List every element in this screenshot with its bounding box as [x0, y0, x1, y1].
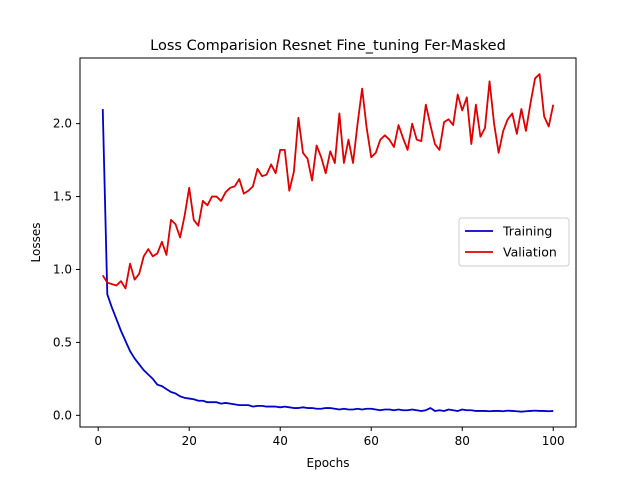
x-tick-label: 0 [94, 434, 102, 448]
legend-box [458, 217, 570, 267]
legend-label-valiation: Valiation [503, 245, 557, 260]
y-tick-label: 2.0 [53, 117, 72, 131]
x-tick-label: 60 [364, 434, 379, 448]
y-tick-label: 1.5 [53, 190, 72, 204]
y-axis-label: Losses [29, 223, 43, 263]
plot-area [101, 73, 555, 413]
series-line-training [101, 109, 554, 413]
axes: 0 20 40 60 80 100 0.0 0.5 1.0 1.5 2.0 [53, 117, 565, 448]
x-axis-label: Epochs [307, 456, 350, 470]
y-tick-label: 1.0 [53, 262, 72, 276]
axes-frame [79, 57, 577, 428]
x-tick-label: 40 [273, 434, 288, 448]
x-tick-label: 20 [182, 434, 197, 448]
x-tick-label: 80 [455, 434, 470, 448]
series-line-valiation [101, 73, 555, 290]
y-tick-label: 0.0 [53, 408, 72, 422]
chart-title: Loss Comparision Resnet Fine_tuning Fer-… [150, 38, 506, 54]
y-tick-label: 0.5 [53, 335, 72, 349]
x-tick-label: 100 [542, 434, 565, 448]
legend: Training Valiation [458, 217, 570, 267]
legend-label-training: Training [502, 224, 552, 239]
